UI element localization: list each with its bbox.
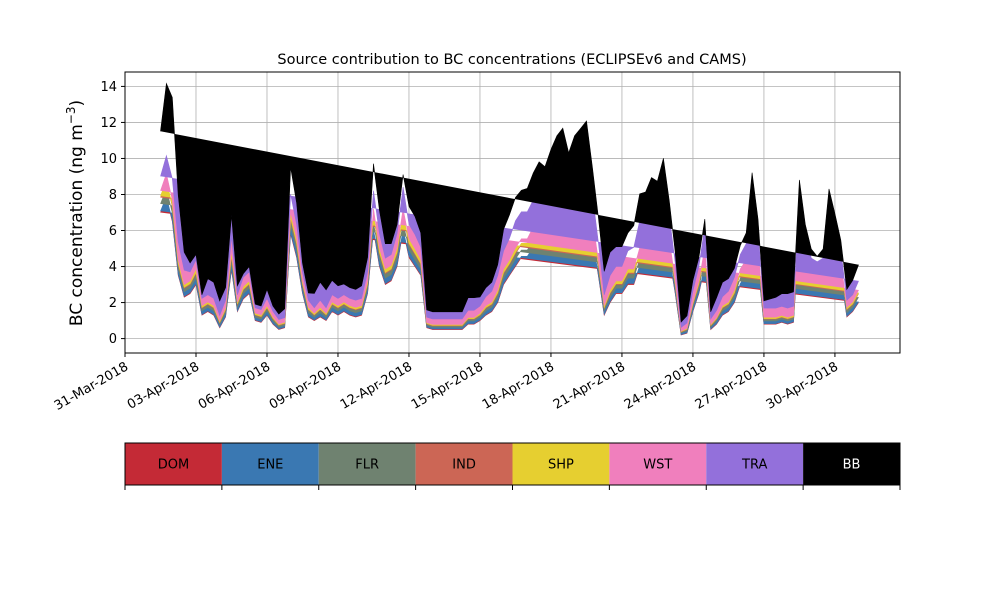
legend-label-wst: WST [643, 458, 672, 473]
x-tick-label: 06-Apr-2018 [196, 359, 273, 412]
stacked-areas [160, 82, 859, 336]
legend-label-ind: IND [452, 458, 476, 473]
x-tick-label: 30-Apr-2018 [764, 359, 841, 412]
y-tick-label: 0 [109, 332, 117, 347]
legend-swatch-dom [125, 443, 222, 485]
y-tick-label: 8 [109, 188, 117, 203]
y-tick-label: 12 [100, 116, 117, 131]
source-legend-colorbar: DOM ENE FLR IND SHP WST TRA BB [124, 442, 901, 490]
legend-swatch-wst [609, 443, 707, 485]
x-tick-label: 15-Apr-2018 [409, 359, 486, 412]
legend-swatch-bb [803, 443, 900, 485]
legend-label-bb: BB [843, 458, 861, 473]
x-tick-label: 12-Apr-2018 [338, 359, 415, 412]
legend-label-flr: FLR [355, 458, 379, 473]
chart-title: Source contribution to BC concentrations… [277, 52, 746, 68]
legend-swatch-ind [415, 443, 513, 485]
x-tick-label: 18-Apr-2018 [480, 359, 557, 412]
legend-label-tra: TRA [741, 458, 767, 473]
y-tick-label: 2 [109, 296, 117, 311]
y-tick-label: 6 [109, 224, 117, 239]
legend-label-ene: ENE [257, 458, 283, 473]
area-series-bb [160, 82, 859, 323]
legend-swatch-flr [318, 443, 416, 485]
legend-swatch-ene [221, 443, 319, 485]
legend-swatch-tra [706, 443, 804, 485]
legend-swatch-shp [512, 443, 610, 485]
y-tick-label: 10 [100, 152, 117, 167]
legend-label-dom: DOM [158, 458, 189, 473]
x-tick-label: 03-Apr-2018 [125, 359, 202, 412]
x-tick-label: 24-Apr-2018 [622, 359, 699, 412]
y-tick-label: 4 [109, 260, 117, 275]
y-axis-label: BC concentration (ng m−3) [64, 100, 87, 326]
legend-label-shp: SHP [548, 458, 574, 473]
y-tick-label: 14 [100, 80, 117, 95]
x-tick-label: 31-Mar-2018 [52, 359, 131, 413]
x-tick-label: 21-Apr-2018 [551, 359, 628, 412]
plot-frame [124, 71, 901, 354]
x-tick-label: 27-Apr-2018 [693, 359, 770, 412]
x-tick-label: 09-Apr-2018 [267, 359, 344, 412]
